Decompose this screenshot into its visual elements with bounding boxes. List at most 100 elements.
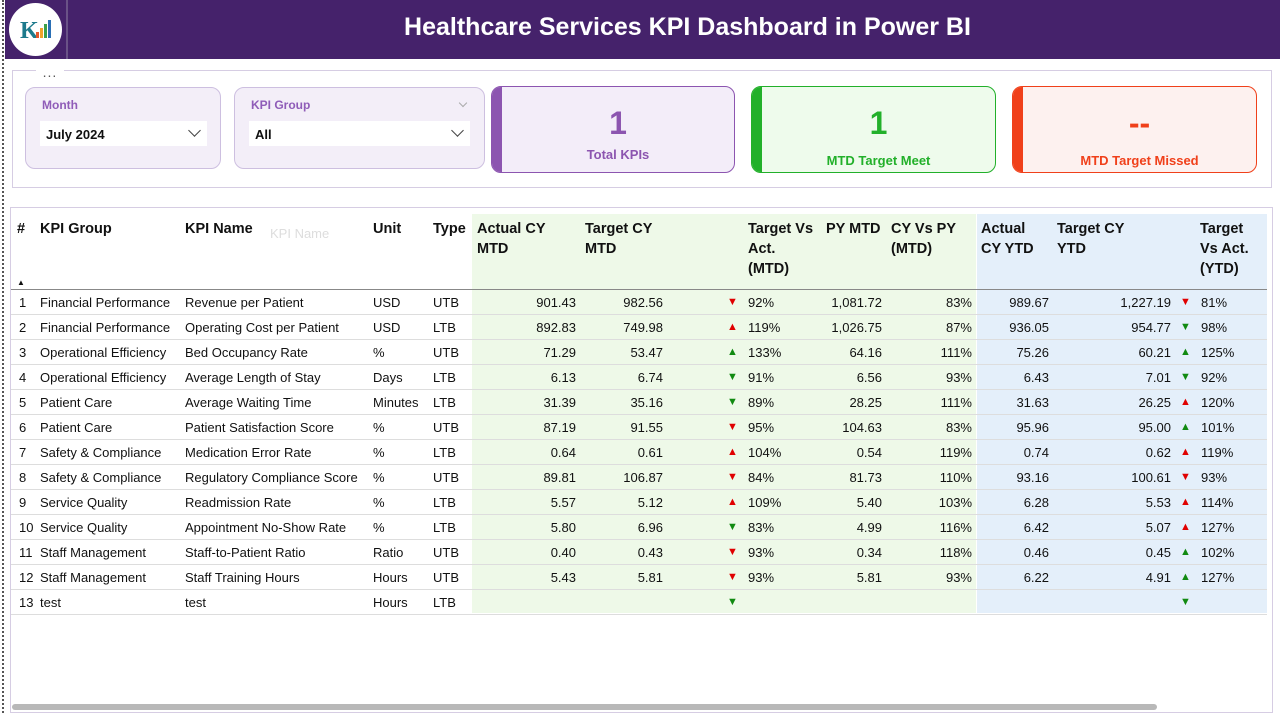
actual-cy-mtd: 71.29	[543, 345, 576, 360]
cy-vs-py-mtd: 93%	[945, 570, 972, 585]
kpi-group: Safety & Compliance	[40, 445, 162, 460]
target-cy-mtd: 91.55	[630, 420, 663, 435]
ytd-section-bg	[977, 214, 1267, 613]
cy-vs-py-mtd: 111%	[940, 395, 972, 410]
col-header-target-cy-mtd[interactable]: Target CY MTD	[585, 221, 653, 257]
py-mtd: 81.73	[849, 470, 882, 485]
target-cy-ytd: 1,227.19	[1120, 295, 1171, 310]
unit: %	[373, 520, 385, 535]
cy-vs-py-mtd: 103%	[938, 495, 972, 510]
cy-vs-py-mtd: 111%	[940, 345, 972, 360]
horizontal-scrollbar[interactable]	[12, 704, 1157, 710]
triangle-down-mtd-arrow-icon: ▼	[727, 421, 738, 433]
kpi-group: Patient Care	[40, 395, 113, 410]
table-row[interactable]: 6 Patient Care Patient Satisfaction Score%…	[11, 415, 1267, 440]
table-row[interactable]: 3 Operational Efficiency Bed Occupancy Rat…	[11, 340, 1267, 365]
triangle-up-ytd-arrow-icon: ▲	[1180, 396, 1191, 408]
target-vs-act-mtd: 89%	[748, 395, 775, 410]
col-header-target-vs-act-mtd[interactable]: Target Vs Act. (MTD)	[748, 221, 814, 277]
target-vs-act-ytd: 127%	[1201, 520, 1235, 535]
table-row[interactable]: 4 Operational Efficiency Average Length of…	[11, 365, 1267, 390]
target-cy-ytd: 60.21	[1138, 345, 1171, 360]
kpi-group: Operational Efficiency	[40, 370, 167, 385]
kpi-group-label: KPI Group	[251, 98, 311, 112]
card-value: 1	[869, 105, 888, 141]
kpi-name: test	[185, 595, 206, 610]
target-cy-mtd: 6.74	[637, 370, 663, 385]
header-divider	[11, 289, 1267, 290]
triangle-down-mtd-arrow-icon: ▼	[727, 296, 738, 308]
unit: USD	[373, 295, 401, 310]
table-row[interactable]: 5 Patient Care Average Waiting Time Minutes…	[11, 390, 1267, 415]
table-row[interactable]: 13 test test Hours LTB ▼ ▼	[11, 590, 1267, 615]
col-header-kpi-group[interactable]: KPI Group	[40, 221, 112, 237]
target-vs-act-ytd: 98%	[1201, 320, 1228, 335]
chevron-down-icon[interactable]	[458, 98, 468, 108]
target-cy-ytd: 0.62	[1145, 445, 1171, 460]
table-row[interactable]: 7 Safety & Compliance Medication Error Rat…	[11, 440, 1267, 465]
type: UTB	[433, 570, 459, 585]
col-header-actual-cy-mtd[interactable]: Actual CY MTD	[477, 221, 546, 257]
triangle-up-mtd-arrow-icon: ▲	[727, 346, 738, 358]
chevron-down-icon	[188, 124, 201, 137]
table-row[interactable]: 10 Service Quality Appointment No-Show Rat…	[11, 515, 1267, 540]
triangle-down-mtd-arrow-icon: ▼	[727, 471, 738, 483]
col-header-num[interactable]: #	[17, 221, 26, 237]
kpi-name: Average Waiting Time	[185, 395, 312, 410]
kpi-group-dropdown[interactable]: All	[249, 121, 470, 146]
target-cy-ytd: 7.01	[1145, 370, 1171, 385]
triangle-down-ytd-arrow-icon: ▼	[1180, 296, 1191, 308]
table-row[interactable]: 11 Staff Management Staff-to-Patient Ratio…	[11, 540, 1267, 565]
divider	[66, 0, 68, 59]
py-mtd: 0.34	[856, 545, 882, 560]
logo: K	[9, 3, 62, 56]
kpi-name: Appointment No-Show Rate	[185, 520, 347, 535]
target-vs-act-mtd: 133%	[748, 345, 782, 360]
col-header-unit[interactable]: Unit	[373, 221, 402, 237]
row-number: 11	[19, 545, 33, 560]
col-header-py-mtd[interactable]: PY MTD	[826, 221, 881, 237]
row-number: 5	[19, 395, 27, 410]
table-row[interactable]: 12 Staff Management Staff Training Hours Ho…	[11, 565, 1267, 590]
actual-cy-ytd: 95.96	[1016, 420, 1049, 435]
triangle-up-ytd-arrow-icon: ▲	[1180, 496, 1191, 508]
target-cy-ytd: 5.07	[1145, 520, 1171, 535]
target-cy-ytd: 95.00	[1138, 420, 1171, 435]
table-row[interactable]: 9 Service Quality Readmission Rate% LTB 5.57…	[11, 490, 1267, 515]
py-mtd: 104.63	[842, 420, 882, 435]
target-vs-act-ytd: 81%	[1201, 295, 1228, 310]
actual-cy-ytd: 6.43	[1023, 370, 1049, 385]
target-cy-mtd: 5.81	[637, 570, 663, 585]
type: LTB	[433, 495, 456, 510]
target-cy-ytd: 26.25	[1138, 395, 1171, 410]
more-options-button[interactable]: ...	[36, 63, 64, 85]
py-mtd: 5.81	[856, 570, 882, 585]
month-dropdown[interactable]: July 2024	[40, 121, 207, 146]
unit: USD	[373, 320, 401, 335]
col-header-target-vs-act-ytd[interactable]: Target Vs Act. (YTD)	[1200, 221, 1249, 277]
col-header-type[interactable]: Type	[433, 221, 466, 237]
row-number: 4	[19, 370, 27, 385]
type: LTB	[433, 520, 456, 535]
target-vs-act-mtd: 95%	[748, 420, 775, 435]
target-cy-mtd: 0.43	[637, 545, 663, 560]
py-mtd: 1,081.72	[831, 295, 882, 310]
actual-cy-ytd: 936.05	[1009, 320, 1049, 335]
sort-ascending-icon[interactable]: ▲	[17, 278, 25, 287]
col-header-cy-vs-py-mtd[interactable]: CY Vs PY (MTD)	[891, 221, 956, 257]
kpi-name: Operating Cost per Patient	[185, 320, 339, 335]
col-header-kpi-name[interactable]: KPI Name	[185, 221, 253, 237]
kpi-name: Staff-to-Patient Ratio	[185, 545, 306, 560]
table-row[interactable]: 8 Safety & Compliance Regulatory Complianc…	[11, 465, 1267, 490]
card-value: --	[1128, 105, 1151, 141]
table-row[interactable]: 1 Financial Performance Revenue per Patien…	[11, 290, 1267, 315]
kpi-group: Service Quality	[40, 520, 128, 535]
table-row[interactable]: 2 Financial Performance Operating Cost per…	[11, 315, 1267, 340]
kpi-name: Revenue per Patient	[185, 295, 304, 310]
kpi-group: Patient Care	[40, 420, 113, 435]
py-mtd: 0.54	[856, 445, 882, 460]
target-cy-ytd: 5.53	[1145, 495, 1171, 510]
col-header-target-cy-ytd[interactable]: Target CY YTD	[1057, 221, 1125, 257]
col-header-actual-cy-ytd[interactable]: Actual CY YTD	[981, 221, 1034, 257]
kpi-name: Staff Training Hours	[185, 570, 300, 585]
